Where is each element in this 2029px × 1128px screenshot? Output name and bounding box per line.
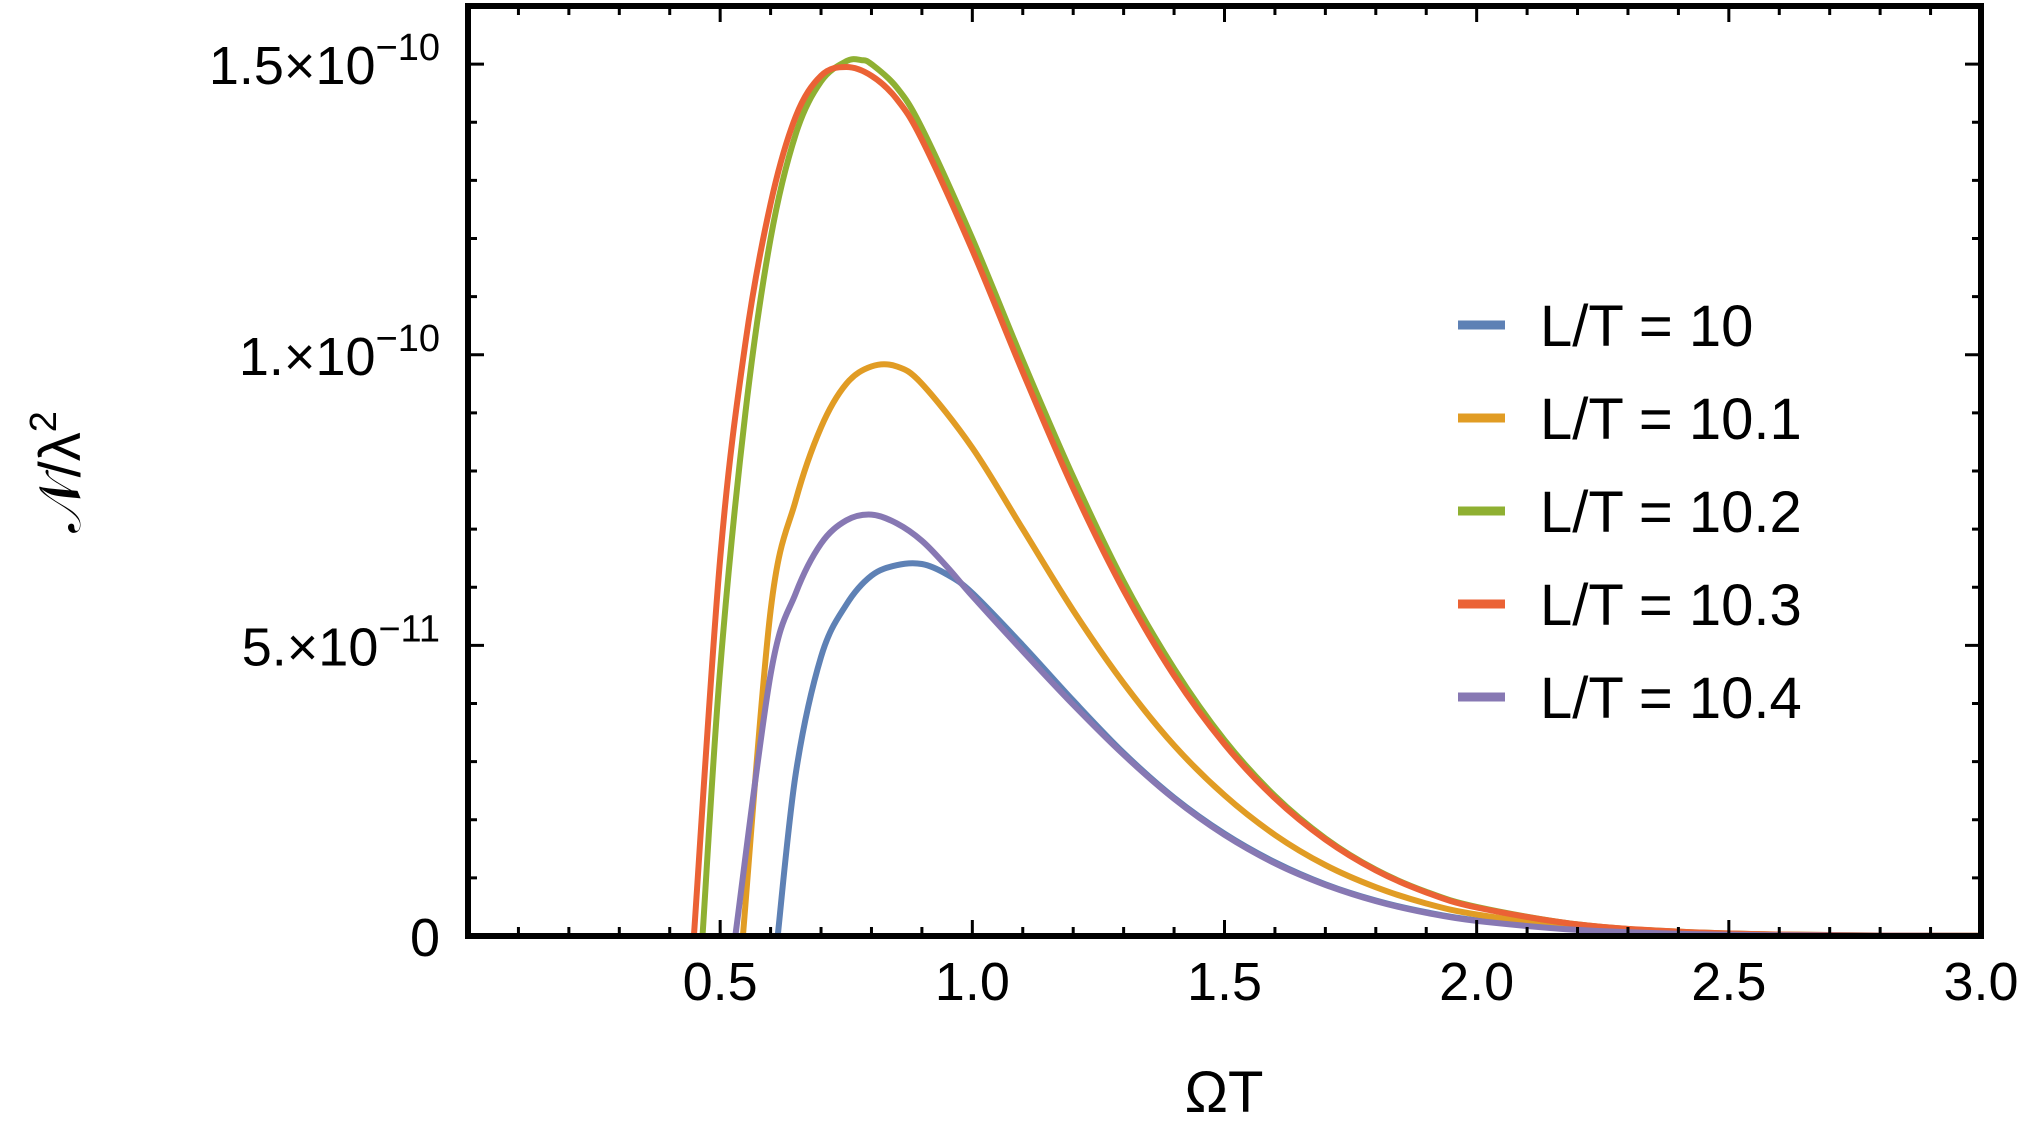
- y-axis-label-sup: 2: [23, 411, 65, 432]
- legend-label-4: L/T = 10.3: [1540, 573, 1802, 638]
- legend-label-2: L/T = 10.1: [1540, 387, 1802, 452]
- x-tick-label: 0.5: [683, 952, 758, 1012]
- x-tick-label: 2.0: [1439, 952, 1514, 1012]
- x-tick-label: 3.0: [1943, 952, 2018, 1012]
- series-line-4: [690, 64, 1982, 939]
- y-tick-labels: 05.×10−111.×10−101.5×10−10: [209, 27, 440, 968]
- legend: L/T = 10 L/T = 10.1 L/T = 10.2 L/T = 10.3 L/…: [1458, 294, 1802, 731]
- legend-label-1: L/T = 10: [1540, 294, 1753, 359]
- x-tick-label: 1.0: [935, 952, 1010, 1012]
- x-axis-label: ΩT: [1185, 1060, 1264, 1125]
- y-tick-exponent: −11: [378, 608, 440, 650]
- y-tick-label: 0: [410, 908, 440, 968]
- y-tick-exponent: −10: [376, 318, 440, 360]
- legend-label-5: L/T = 10.4: [1540, 666, 1802, 731]
- y-axis-label-base: 𝒩/λ: [28, 432, 93, 533]
- y-tick-exponent: −10: [376, 27, 440, 69]
- y-tick-label: 1.×10−10: [239, 318, 440, 387]
- x-tick-labels: 0.5 1.0 1.5 2.0 2.5 3.0: [683, 952, 2019, 1012]
- y-tick-mantissa: 0: [410, 908, 440, 968]
- legend-label-3: L/T = 10.2: [1540, 480, 1802, 545]
- y-tick-label: 5.×10−11: [242, 608, 440, 677]
- x-tick-label: 2.5: [1691, 952, 1766, 1012]
- y-tick-mantissa: 1.×10: [239, 327, 376, 387]
- x-tick-label: 1.5: [1187, 952, 1262, 1012]
- y-tick-mantissa: 1.5×10: [209, 36, 376, 96]
- y-tick-label: 1.5×10−10: [209, 27, 440, 96]
- y-axis-label: 𝒩/λ2: [23, 411, 93, 533]
- series-layer: [690, 56, 1982, 939]
- plot-frame: [465, 3, 1984, 939]
- series-line-5: [732, 511, 1982, 939]
- y-tick-mantissa: 5.×10: [242, 617, 379, 677]
